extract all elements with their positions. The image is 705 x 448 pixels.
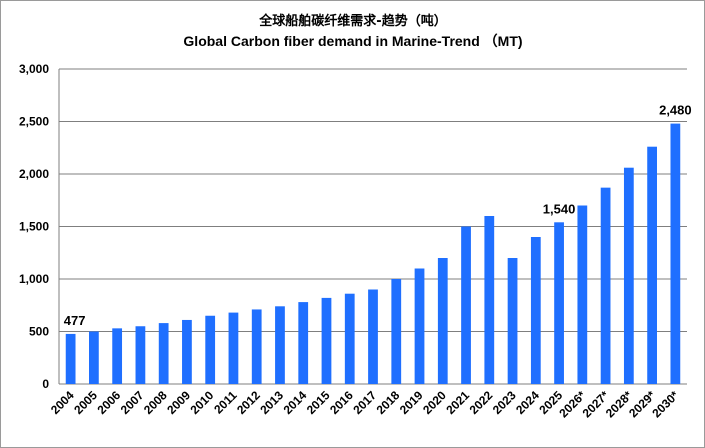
- bar-2028-proj: [623, 167, 634, 384]
- bar-2008: [158, 323, 169, 384]
- x-tick-label: 2009: [164, 388, 193, 417]
- bar-2009: [182, 319, 192, 384]
- x-tick-label: 2020: [420, 388, 449, 417]
- bar-2017: [368, 289, 378, 384]
- bar-2013: [275, 306, 285, 384]
- bar-2027-proj: [600, 187, 611, 384]
- y-tick-label: 3,000: [19, 62, 49, 76]
- bar-2019: [414, 268, 425, 384]
- bar-2015: [321, 297, 332, 384]
- y-tick-label: 2,500: [19, 115, 49, 129]
- x-tick-label: 2030*: [649, 388, 681, 420]
- x-tick-label: 2013: [257, 388, 286, 417]
- x-tick-label: 2019: [397, 388, 426, 417]
- x-tick-label: 2006: [94, 388, 123, 417]
- bar-2010: [205, 315, 216, 384]
- x-tick-label: 2014: [281, 388, 310, 417]
- bar-2007: [135, 326, 146, 384]
- bar-2026-proj: [577, 205, 588, 384]
- bars: [65, 123, 681, 384]
- y-tick-label: 0: [42, 377, 49, 391]
- y-tick-label: 500: [29, 325, 49, 339]
- bar-2016: [344, 293, 355, 384]
- x-tick-label: 2008: [141, 388, 170, 417]
- bar-2012: [251, 309, 262, 384]
- bar-2029-proj: [647, 146, 657, 384]
- x-tick-label: 2017: [350, 388, 379, 417]
- data-label: 2,480: [659, 103, 692, 118]
- x-tick-label: 2018: [374, 388, 403, 417]
- x-tick-label: 2021: [443, 388, 472, 417]
- chart-title: 全球船舶碳纤维需求-趋势（吨）: [258, 13, 446, 29]
- x-tick-label: 2012: [234, 388, 263, 417]
- bar-2011: [228, 312, 239, 384]
- y-axis-tick-labels: 0 500 1,000 1,500 2,000 2,500 3,000: [19, 62, 49, 391]
- bar-2006: [112, 328, 123, 384]
- bar-2005: [89, 331, 99, 384]
- data-label: 477: [64, 313, 86, 328]
- bar-2018: [391, 279, 402, 384]
- x-tick-label: 2016: [327, 388, 356, 417]
- bar-2020: [437, 258, 448, 384]
- x-tick-label: 2024: [513, 388, 542, 417]
- x-tick-label: 2022: [467, 388, 496, 417]
- x-tick-label: 2004: [48, 388, 77, 417]
- bar-2021: [461, 226, 471, 384]
- data-labels: 477 1,540 2,480: [64, 103, 692, 328]
- data-label: 1,540: [543, 201, 576, 216]
- bar-2030-proj: [670, 123, 681, 384]
- y-tick-label: 2,000: [19, 167, 49, 181]
- y-tick-label: 1,500: [19, 220, 49, 234]
- x-tick-label: 2011: [211, 388, 240, 417]
- bar-2023: [507, 258, 518, 384]
- x-tick-label: 2023: [490, 388, 519, 417]
- chart-subtitle: Global Carbon fiber demand in Marine-Tre…: [183, 33, 522, 49]
- x-tick-label: 2007: [118, 388, 147, 417]
- x-axis-tick-labels: 2004200520062007200820092010201120122013…: [48, 388, 682, 420]
- bar-2024: [530, 237, 541, 384]
- bar-2022: [484, 216, 495, 384]
- bar-2014: [298, 302, 309, 384]
- y-tick-label: 1,000: [19, 272, 49, 286]
- bar-2004: [65, 333, 76, 384]
- x-tick-label: 2015: [304, 388, 333, 417]
- bar-2025: [554, 222, 564, 384]
- x-tick-label: 2010: [188, 388, 217, 417]
- x-tick-label: 2005: [71, 388, 100, 417]
